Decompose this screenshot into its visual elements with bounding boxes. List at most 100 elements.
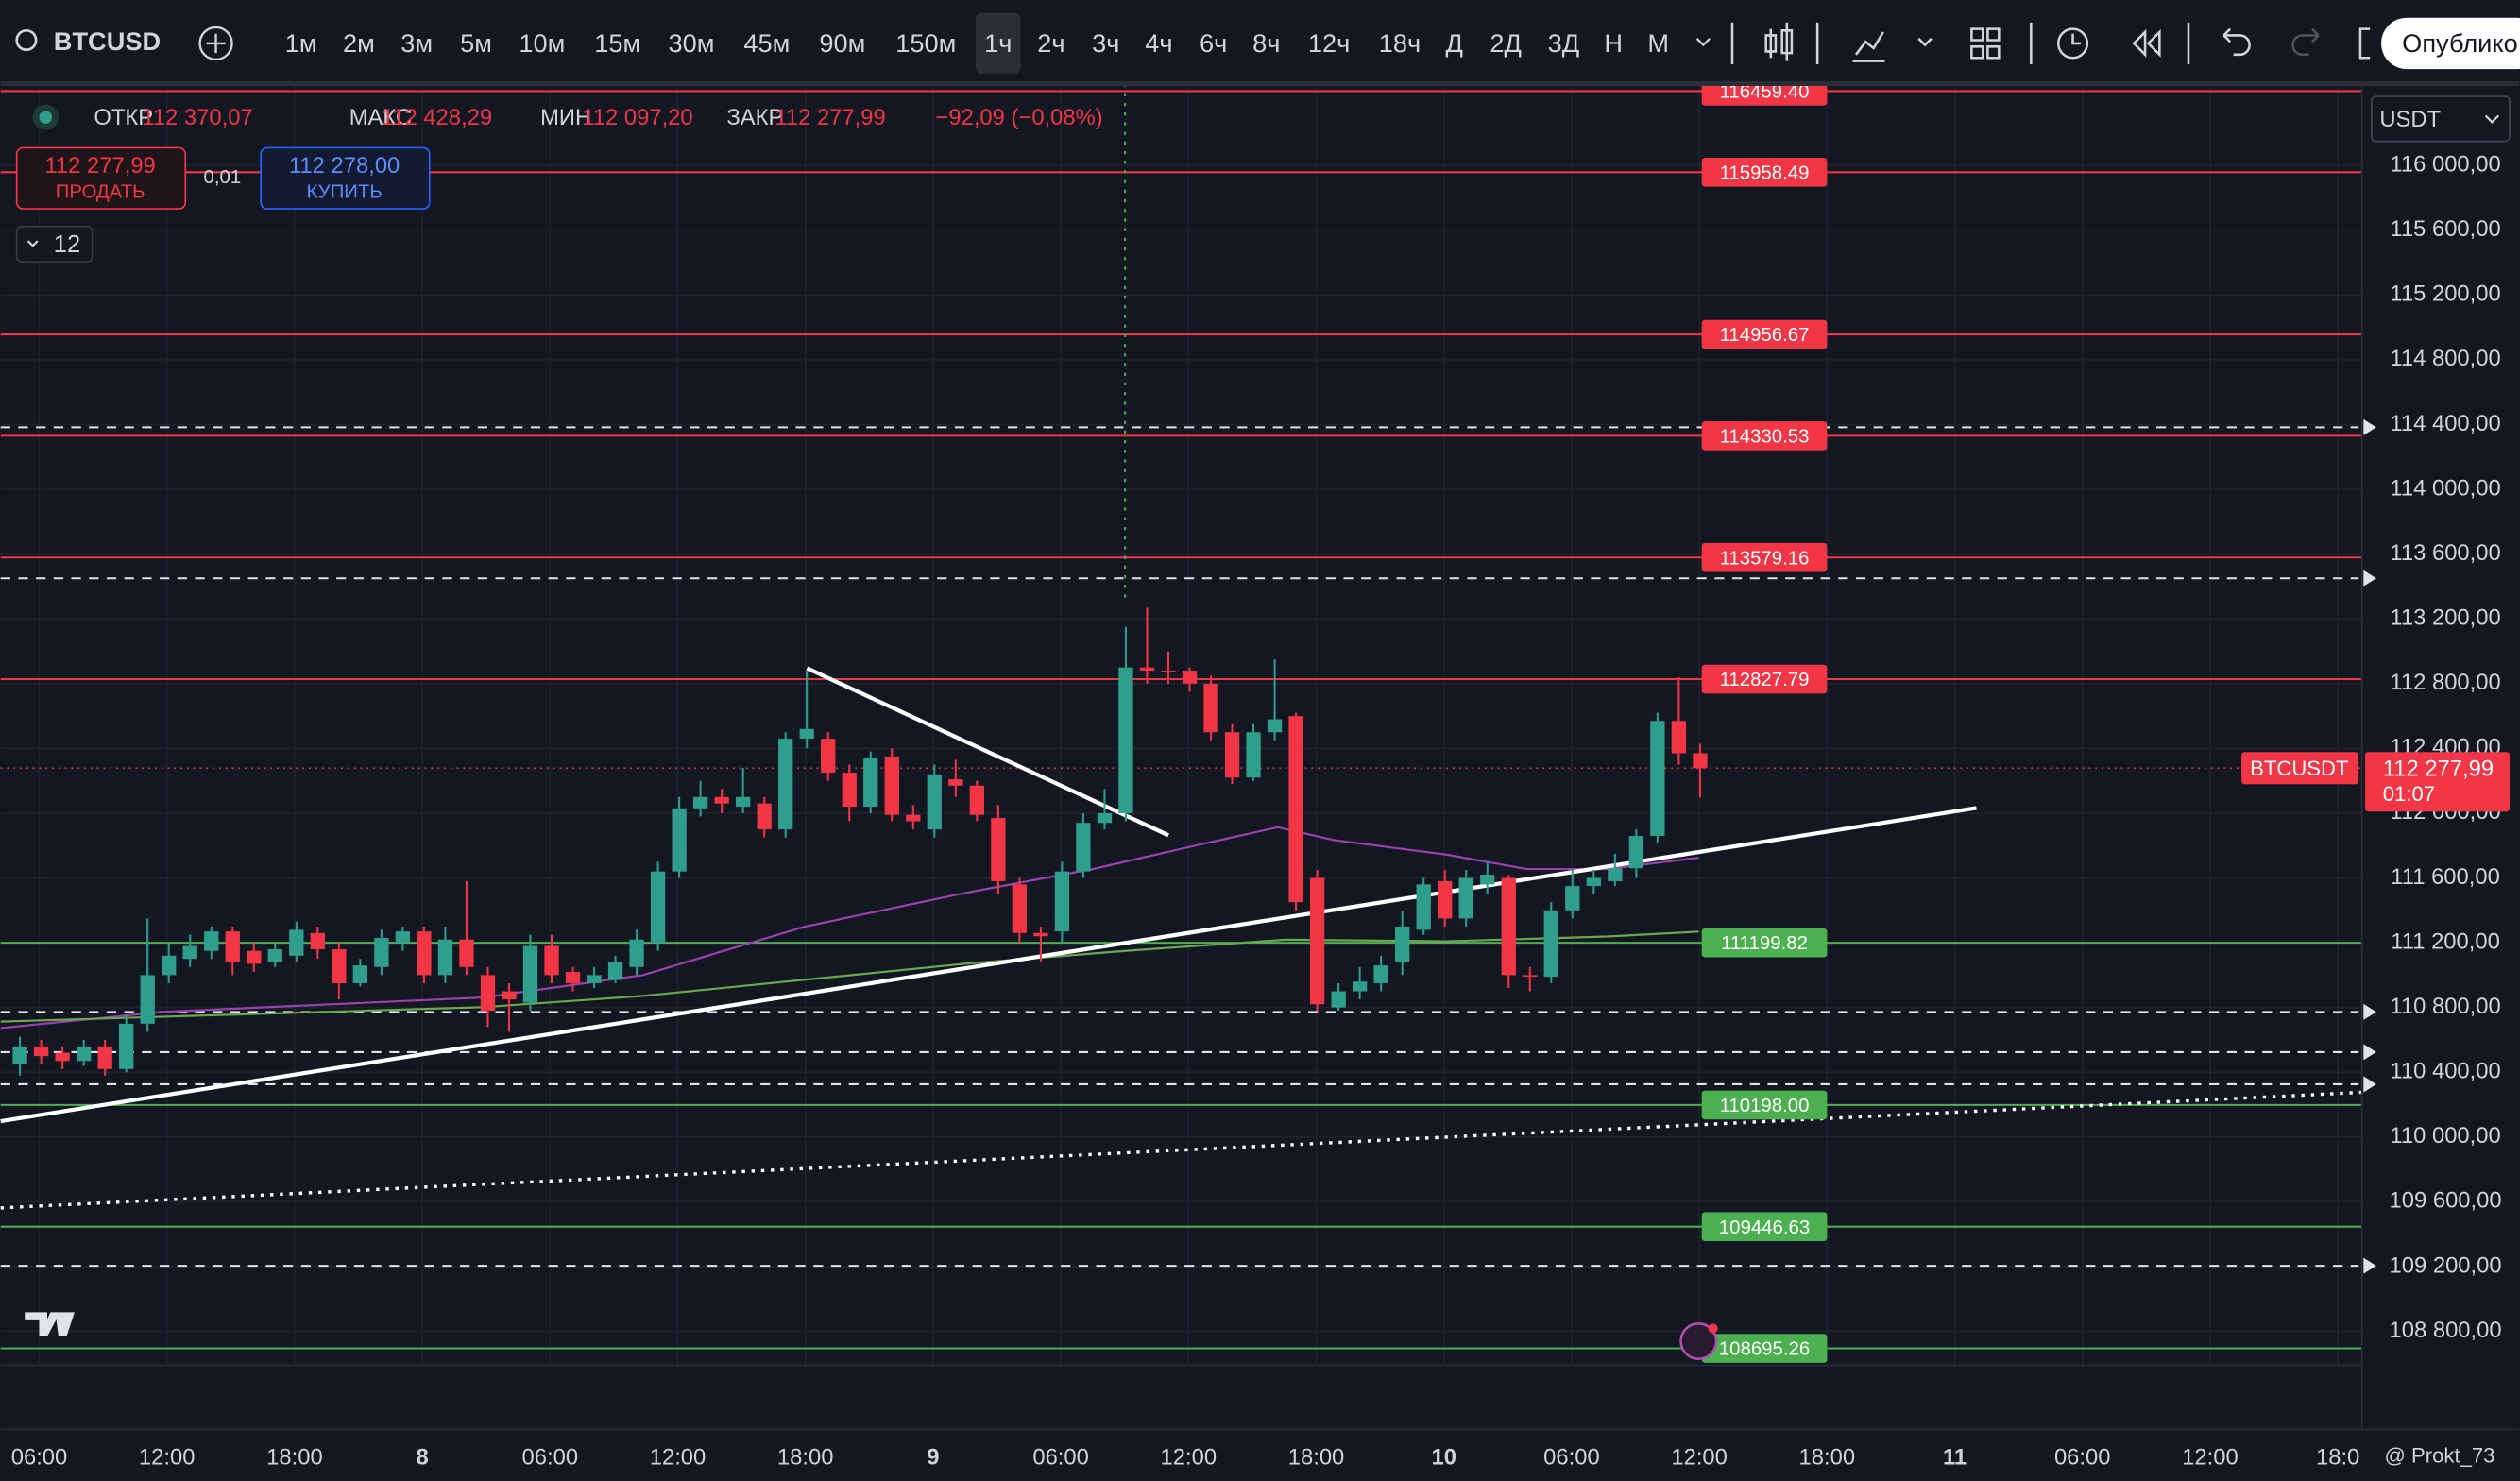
currency-select[interactable]	[2371, 95, 2511, 143]
candle-body	[1480, 875, 1495, 885]
y-tick-label: 113 600,00	[2390, 540, 2500, 566]
interval[interactable]: 45м	[743, 28, 790, 58]
x-tick-label: 12:00	[139, 1444, 196, 1470]
candle-body	[76, 1046, 92, 1062]
candle-body	[629, 939, 644, 967]
interval[interactable]: Д	[1446, 28, 1463, 58]
candle-body	[884, 756, 899, 815]
y-tick-label: 112 800,00	[2390, 670, 2500, 695]
add-symbol[interactable]	[198, 26, 233, 61]
candle-body	[672, 808, 687, 872]
symbol[interactable]: BTCUSD	[54, 26, 161, 56]
buy-label: КУПИТЬ	[307, 181, 383, 202]
level-label-box	[1701, 1212, 1828, 1242]
candle-body	[437, 939, 453, 976]
candle-body	[1203, 683, 1218, 733]
candle-body	[607, 962, 623, 980]
candle-body	[55, 1052, 70, 1062]
level-label-box	[1701, 158, 1828, 187]
ohlc-close-label: ЗАКР	[726, 105, 783, 130]
interval[interactable]: 12ч	[1308, 28, 1350, 58]
interval[interactable]: 150м	[895, 28, 956, 58]
candle-body	[417, 931, 432, 976]
level-label: 112827.79	[1720, 670, 1810, 690]
y-tick-label: 114 000,00	[2390, 475, 2500, 501]
interval[interactable]: 10м	[519, 28, 565, 58]
candle-body	[1288, 716, 1303, 903]
interval[interactable]: 4ч	[1145, 28, 1172, 58]
interval[interactable]: 15м	[594, 28, 640, 58]
interval[interactable]: 1м	[285, 28, 317, 58]
candle-body	[821, 739, 836, 774]
y-tick-label: 111 600,00	[2391, 864, 2500, 890]
chevron[interactable]	[1695, 38, 1711, 47]
interval[interactable]: 2Д	[1490, 28, 1522, 58]
candle-body	[1076, 823, 1091, 872]
candle-body	[692, 796, 708, 809]
level-label: 108695.26	[1719, 1339, 1810, 1360]
candle-body	[778, 739, 793, 830]
candle-body	[1458, 877, 1473, 919]
symbol-tag	[2241, 752, 2359, 785]
candle-body	[1650, 721, 1665, 836]
y-tick-label: 114 400,00	[2390, 411, 2500, 436]
candle-body	[1267, 719, 1283, 733]
quantity-box[interactable]	[15, 225, 94, 264]
y-tick-label: 110 400,00	[2390, 1059, 2500, 1084]
interval[interactable]: 6ч	[1200, 28, 1227, 58]
interval[interactable]: 3Д	[1548, 28, 1580, 58]
candle-body	[1373, 965, 1388, 983]
candle-body	[1224, 732, 1240, 778]
candle-body	[502, 991, 517, 1000]
candle-body	[1628, 835, 1644, 869]
interval[interactable]: Н	[1604, 28, 1623, 58]
x-tick-label: 12:00	[1161, 1444, 1217, 1470]
interval[interactable]: 2м	[343, 28, 375, 58]
candle-body	[352, 965, 368, 983]
toolbar	[0, 0, 2520, 84]
interval[interactable]: М	[1647, 28, 1669, 58]
level-label-box	[1701, 542, 1828, 572]
price-tag	[2365, 752, 2511, 812]
interval[interactable]: 5м	[460, 28, 492, 58]
search-icon[interactable]	[15, 28, 38, 52]
alert-dot	[1708, 1323, 1718, 1334]
x-tick-label: 12:00	[1671, 1444, 1728, 1470]
x-tick-label: 12:00	[2182, 1444, 2239, 1470]
level-label-box	[1701, 1334, 1828, 1363]
interval[interactable]: 8ч	[1252, 28, 1280, 58]
candle-body	[459, 939, 474, 967]
candle-body	[948, 778, 963, 786]
interval[interactable]: 1ч	[984, 28, 1012, 58]
ohlc-low-label: МИН	[540, 105, 591, 130]
level-label: 111199.82	[1721, 933, 1808, 954]
candle-body	[1438, 880, 1453, 919]
interval[interactable]: 3м	[400, 28, 433, 58]
interval[interactable]: 3ч	[1092, 28, 1119, 58]
level-label: 110198.00	[1720, 1096, 1810, 1116]
candle-body	[374, 937, 389, 967]
toolbar-icons	[1730, 22, 2371, 65]
x-tick-label: 06:00	[1543, 1444, 1600, 1470]
symbol-tag-label: BTCUSDT	[2250, 757, 2348, 780]
candle-body	[310, 932, 325, 949]
y-tick-label: 109 200,00	[2390, 1252, 2502, 1278]
candle-body	[225, 931, 240, 962]
interval[interactable]: 30м	[668, 28, 714, 58]
interval[interactable]: 18ч	[1379, 28, 1421, 58]
sell-button[interactable]	[15, 146, 187, 210]
candle-body	[1182, 671, 1198, 684]
candle-body	[1416, 884, 1431, 930]
candle-body	[1523, 975, 1538, 978]
alert-icon[interactable]	[1679, 1322, 1718, 1361]
trend-line	[0, 806, 1977, 1124]
publish-button[interactable]	[2381, 17, 2520, 70]
candle-body	[1543, 910, 1558, 978]
spread: 0,01	[204, 167, 242, 188]
candle-body	[480, 975, 496, 1012]
candle-body	[714, 796, 729, 804]
interval[interactable]: 2ч	[1037, 28, 1064, 58]
buy-button[interactable]	[260, 146, 431, 210]
interval[interactable]: 90м	[819, 28, 865, 58]
